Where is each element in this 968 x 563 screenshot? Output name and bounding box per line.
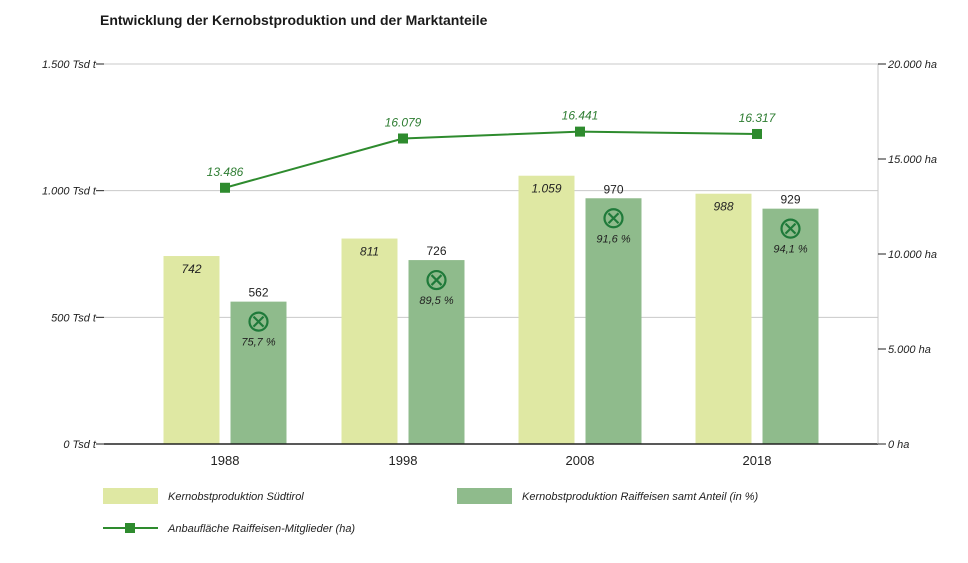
area-line <box>224 130 758 189</box>
legend: Kernobstproduktion Südtirol Kernobstprod… <box>103 488 759 535</box>
bar-suedtirol <box>341 238 398 444</box>
area-line-label: 16.079 <box>385 115 422 129</box>
left-tick-label: 1.500 Tsd t <box>42 59 97 71</box>
bar-suedtirol <box>163 256 220 444</box>
right-tick-label: 10.000 ha <box>888 249 937 261</box>
share-icon <box>780 218 801 239</box>
bar-raiffeisen <box>762 208 819 444</box>
left-tick-label: 1.000 Tsd t <box>42 186 97 198</box>
bar-suedtirol <box>695 193 752 444</box>
area-line-series: 13.486 16.079 16.441 16.317 <box>207 109 777 193</box>
bar-raiffeisen-label: 970 <box>603 182 623 196</box>
x-axis-labels: 1988 1998 2008 2018 <box>211 453 772 468</box>
x-tick-label: 2018 <box>743 453 772 468</box>
right-tick-label: 20.000 ha <box>887 59 937 71</box>
bar-raiffeisen <box>585 198 642 444</box>
legend-swatch-bar1 <box>103 488 158 504</box>
legend-swatch-bar2 <box>457 488 512 504</box>
area-line-marker <box>220 182 230 193</box>
share-icon <box>426 269 447 291</box>
bar-raiffeisen-label: 562 <box>248 286 268 300</box>
chart-title: Entwicklung der Kernobstproduktion und d… <box>100 12 488 28</box>
bar-raiffeisen <box>230 301 287 444</box>
right-axis: 0 ha 5.000 ha 10.000 ha 15.000 ha 20.000 ha <box>878 59 937 451</box>
bar-suedtirol-label: 1.059 <box>531 182 561 196</box>
bar-suedtirol-label: 742 <box>181 262 201 276</box>
share-icon <box>603 208 624 229</box>
bar-raiffeisen-label: 726 <box>426 244 446 258</box>
bar-suedtirol-label: 811 <box>360 245 379 259</box>
area-line-label: 16.441 <box>562 109 599 123</box>
right-tick-label: 5.000 ha <box>888 344 931 356</box>
bar-raiffeisen-label: 929 <box>780 193 800 207</box>
left-tick-label: 0 Tsd t <box>63 439 97 451</box>
right-tick-label: 15.000 ha <box>888 154 937 166</box>
area-line-marker <box>752 128 762 139</box>
share-label: 89,5 % <box>419 295 453 307</box>
share-label: 75,7 % <box>241 337 275 349</box>
bar-raiffeisen <box>408 260 465 444</box>
left-axis: 0 Tsd t 500 Tsd t 1.000 Tsd t 1.500 Tsd t <box>42 59 104 451</box>
bar-suedtirol-label: 988 <box>713 200 733 214</box>
legend-swatch-line-marker <box>125 523 135 533</box>
right-tick-label: 0 ha <box>888 439 909 451</box>
area-line-marker <box>575 126 585 137</box>
left-tick-label: 500 Tsd t <box>51 312 97 324</box>
legend-label-bar2: Kernobstproduktion Raiffeisen samt Antei… <box>522 491 759 503</box>
x-tick-label: 2008 <box>566 453 595 468</box>
x-tick-label: 1988 <box>211 453 240 468</box>
area-line-label: 16.317 <box>739 111 777 125</box>
bars: 742 562 75,7 % 811 726 89,5 % 1.059 970 91,6 % 98… <box>163 175 819 444</box>
share-label: 91,6 % <box>596 233 630 245</box>
area-line-marker <box>398 133 408 144</box>
area-line-label: 13.486 <box>207 165 244 179</box>
legend-label-bar1: Kernobstproduktion Südtirol <box>168 491 304 503</box>
legend-label-line: Anbaufläche Raiffeisen-Mitglieder (ha) <box>167 523 355 535</box>
share-label: 94,1 % <box>773 244 807 256</box>
bar-suedtirol <box>518 175 575 444</box>
x-tick-label: 1998 <box>389 453 418 468</box>
share-icon <box>248 311 269 332</box>
